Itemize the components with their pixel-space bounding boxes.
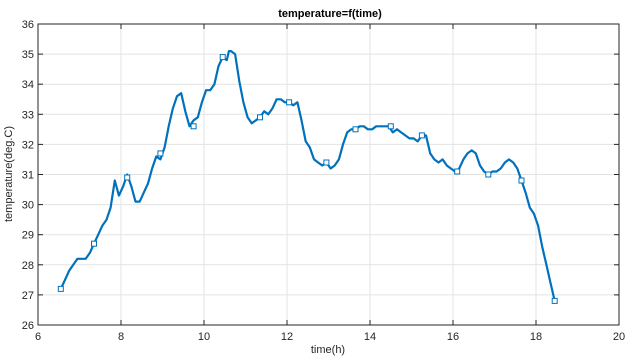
data-marker	[352, 126, 359, 133]
data-marker	[57, 285, 64, 292]
x-tick-label: 12	[281, 331, 293, 343]
data-marker	[418, 132, 425, 139]
x-tick-label: 10	[198, 331, 210, 343]
x-tick-label: 20	[613, 331, 625, 343]
chart-title: temperature=f(time)	[278, 8, 382, 20]
x-axis-label: time(h)	[311, 344, 345, 356]
data-marker	[91, 240, 97, 247]
x-tick-label: 14	[364, 331, 376, 343]
y-tick-label: 26	[22, 320, 34, 332]
marker-layer	[57, 54, 558, 304]
y-tick-label: 31	[22, 170, 34, 182]
data-marker	[257, 114, 263, 121]
x-tick-label: 8	[118, 331, 124, 343]
x-tick-label: 16	[447, 331, 459, 343]
data-marker	[518, 177, 525, 184]
data-marker	[157, 150, 164, 157]
y-tick-label: 28	[22, 260, 34, 272]
x-tick-label: 6	[35, 331, 41, 343]
x-tick-labels: 6 8 10 12 14 16 18 20	[35, 331, 625, 343]
data-marker	[485, 171, 492, 178]
y-tick-label: 32	[22, 139, 34, 151]
y-tick-label: 29	[22, 230, 34, 242]
y-tick-label: 33	[22, 109, 34, 121]
y-axis-label: temperature(deg.C)	[3, 126, 15, 222]
axes	[37, 23, 620, 326]
x-tick-label: 18	[530, 331, 542, 343]
data-marker	[387, 123, 394, 130]
data-marker	[286, 99, 293, 106]
temperature-series-line	[59, 50, 556, 302]
data-marker	[190, 123, 197, 130]
data-marker	[124, 174, 131, 181]
data-marker	[551, 297, 558, 304]
data-marker	[454, 168, 461, 175]
data-marker	[219, 54, 226, 61]
y-tick-label: 34	[22, 79, 34, 91]
y-tick-label: 27	[22, 290, 34, 302]
y-tick-labels: 26 27 28 29 30 31 32 33 34 35 36	[22, 19, 34, 332]
data-marker	[323, 159, 330, 166]
y-tick-label: 30	[22, 200, 34, 212]
y-tick-label: 35	[22, 49, 34, 61]
y-tick-label: 36	[22, 19, 34, 31]
